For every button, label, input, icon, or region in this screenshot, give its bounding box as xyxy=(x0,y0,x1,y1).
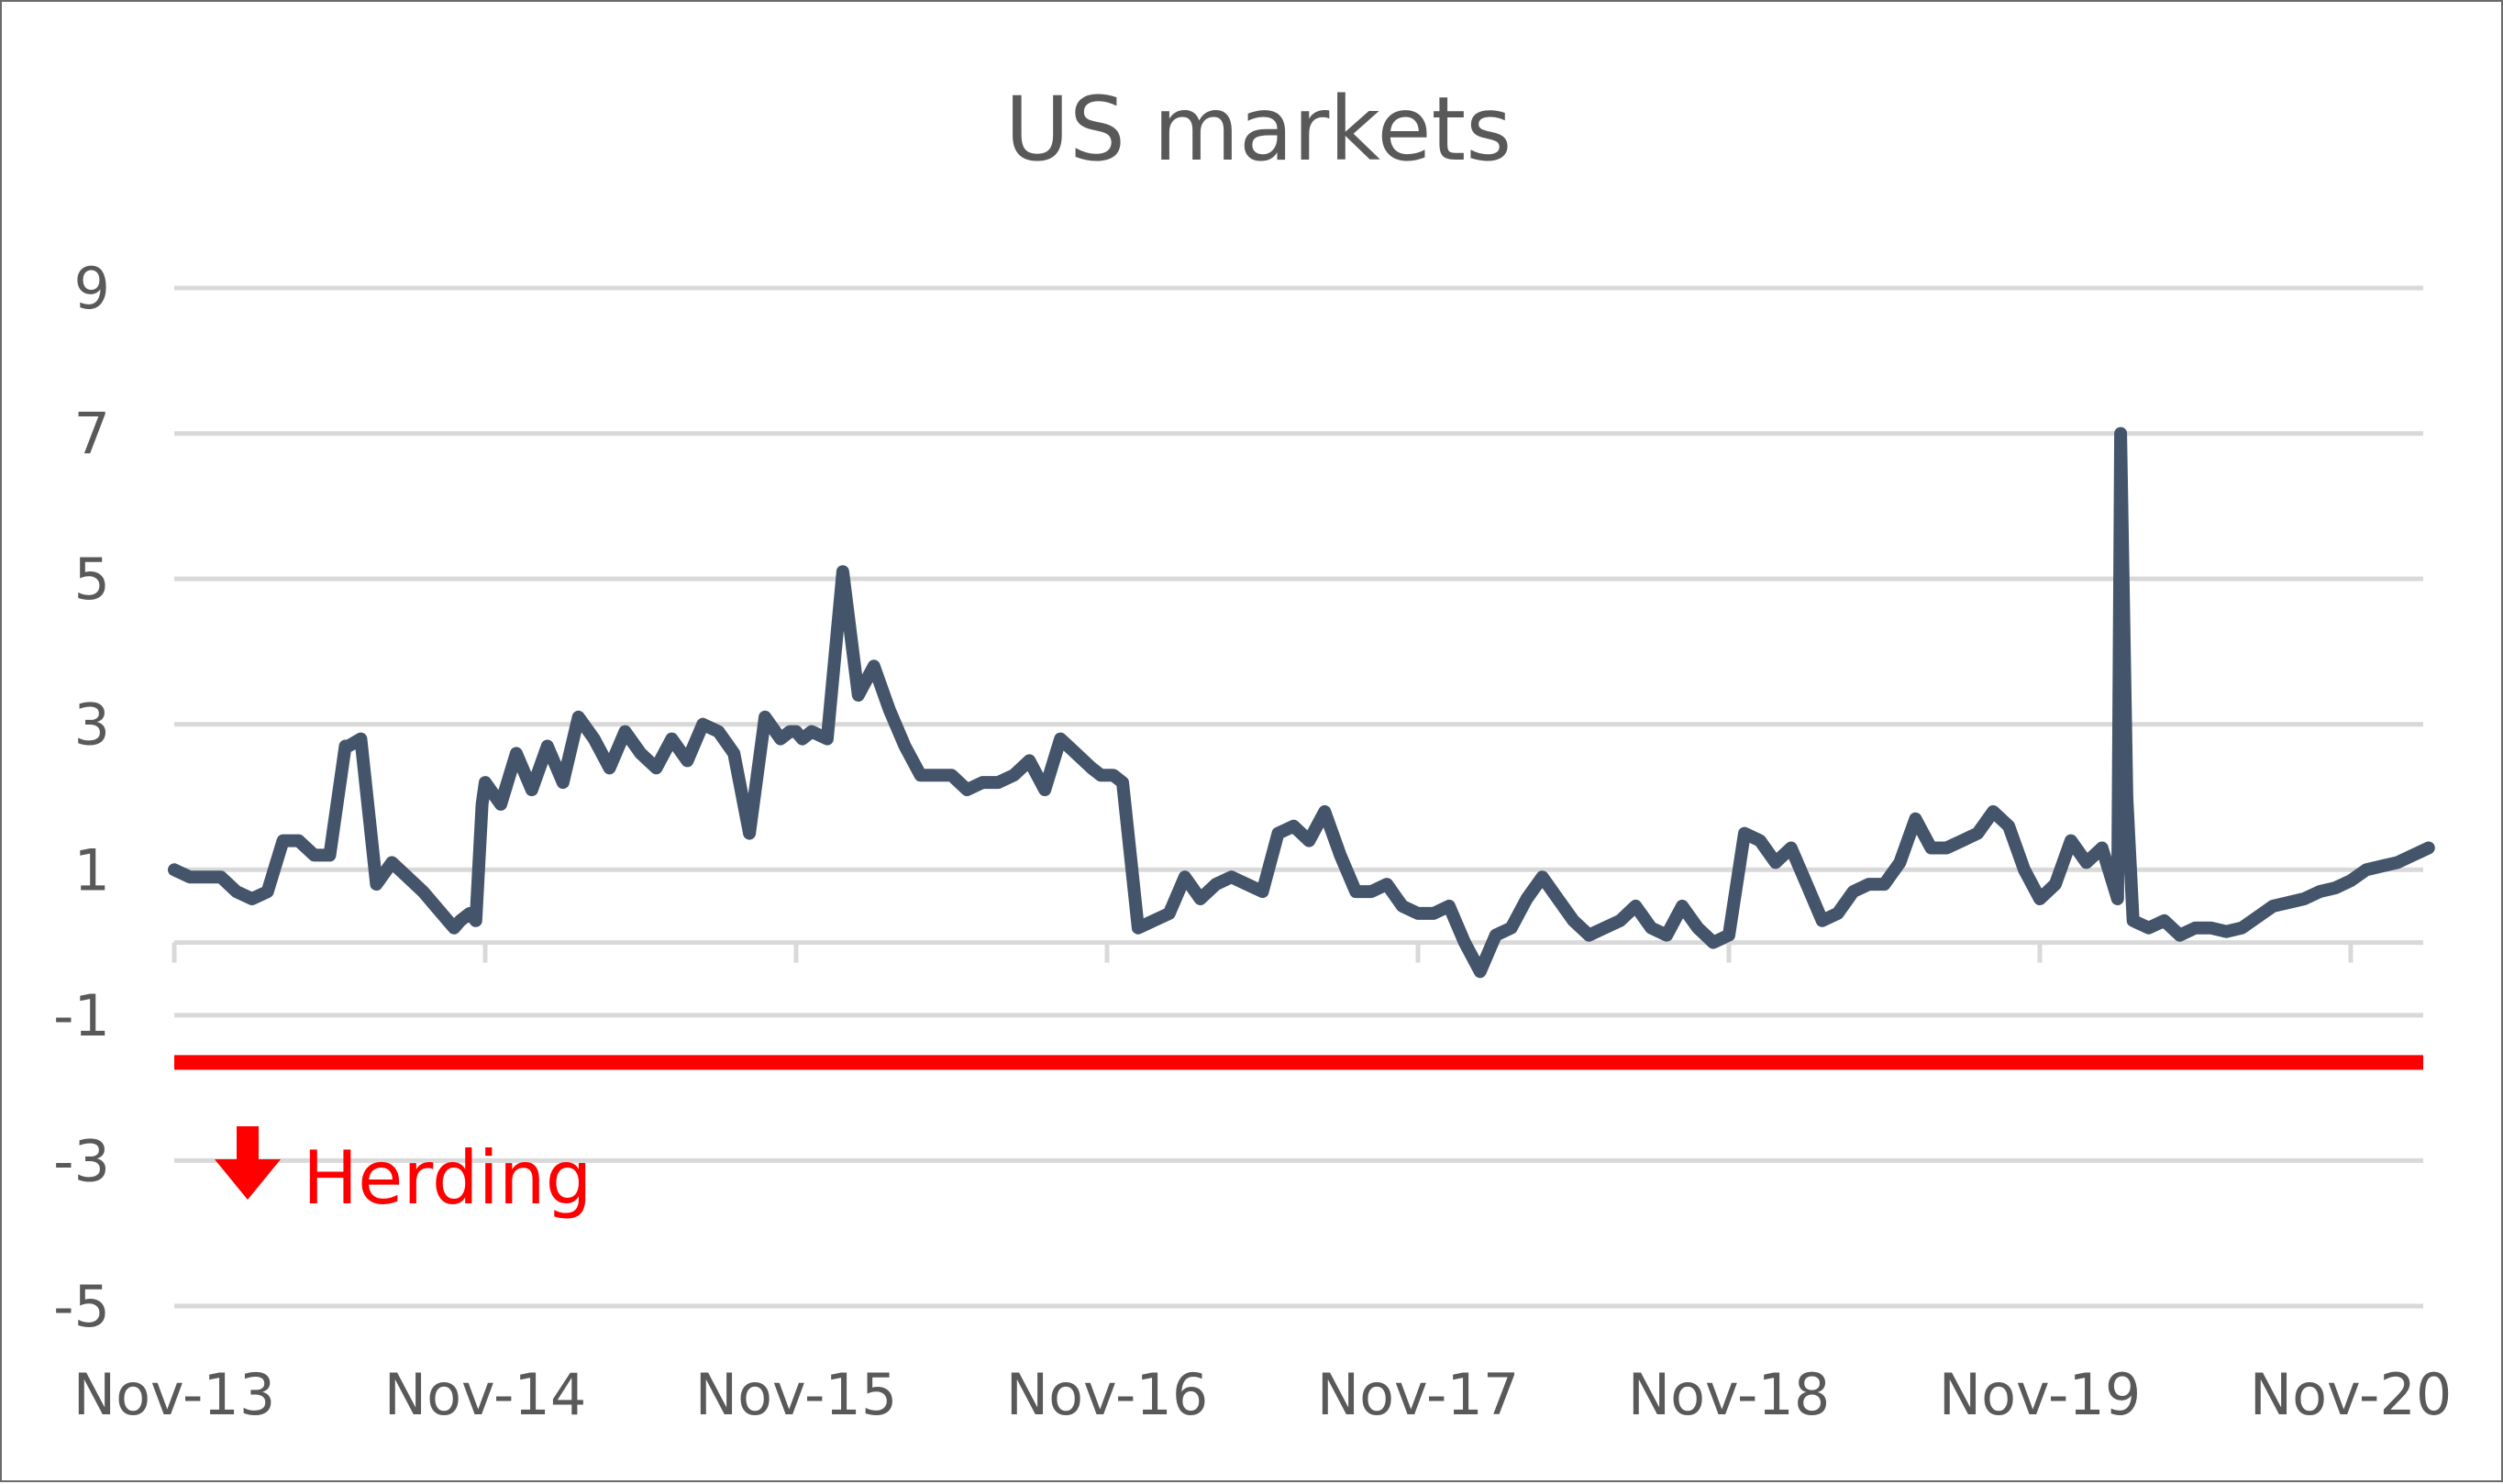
series-lines xyxy=(168,426,2435,979)
x-axis-tick-labels: Nov-13 Nov-14 Nov-15 Nov-16 Nov-17 Nov-18 Nov-… xyxy=(73,1361,2453,1428)
y-tick-label: -1 xyxy=(53,982,110,1049)
x-tick-label: Nov-18 xyxy=(1628,1361,1831,1428)
arrow-head xyxy=(215,1159,281,1200)
x-axis xyxy=(172,940,2423,963)
herding-label: Herding xyxy=(303,1135,592,1221)
y-tick-label: 1 xyxy=(74,836,110,903)
y-axis-tick-labels: 9 7 5 3 1 -1 -3 -5 xyxy=(53,255,110,1340)
y-tick-label: -5 xyxy=(53,1273,110,1340)
herding-annotation: Herding xyxy=(215,1126,592,1221)
x-tick-label: Nov-13 xyxy=(73,1361,276,1428)
y-tick-label: 3 xyxy=(74,692,110,759)
y-tick-label: 7 xyxy=(74,401,110,468)
y-tick-label: 9 xyxy=(74,255,110,322)
gridlines xyxy=(174,285,2423,1309)
x-tick-label: Nov-14 xyxy=(384,1361,587,1428)
series-line xyxy=(168,426,2435,979)
x-tick-label: Nov-20 xyxy=(2250,1361,2453,1428)
x-tick-label: Nov-15 xyxy=(695,1361,898,1428)
x-tick-label: Nov-17 xyxy=(1317,1361,1520,1428)
chart-title: US markets xyxy=(1005,78,1512,181)
x-tick-label: Nov-16 xyxy=(1006,1361,1209,1428)
x-tick-label: Nov-19 xyxy=(1939,1361,2142,1428)
y-tick-label: -3 xyxy=(53,1127,110,1194)
y-tick-label: 5 xyxy=(74,546,110,613)
arrow-down-icon xyxy=(215,1126,281,1200)
